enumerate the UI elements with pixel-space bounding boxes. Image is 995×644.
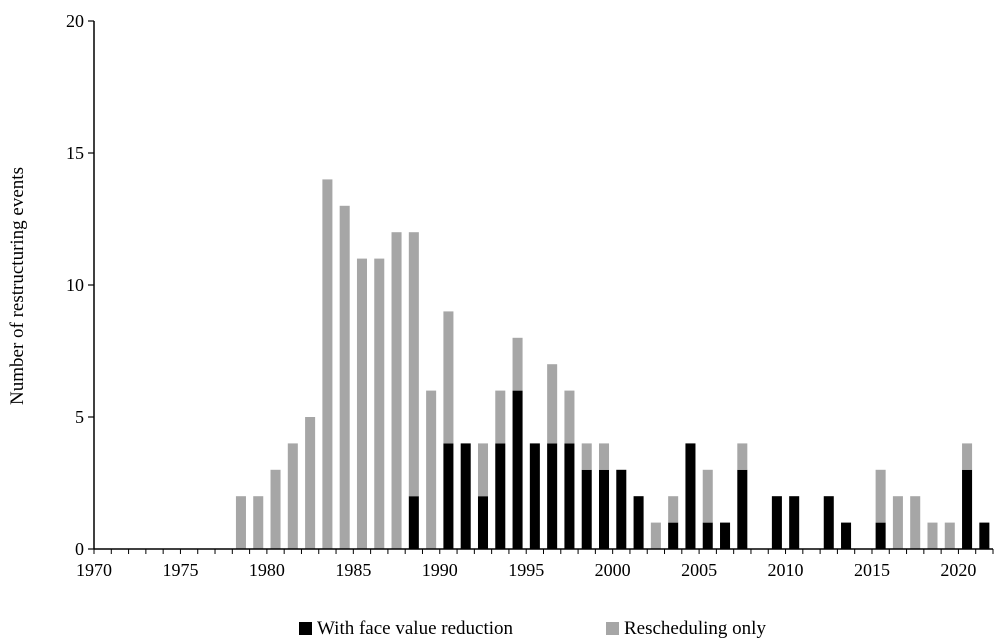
bar-2015-rescheduling-only: [875, 469, 886, 523]
bar-2003-rescheduling-only: [668, 496, 679, 523]
y-tick-label-10: 10: [66, 275, 84, 295]
bar-1994-rescheduling-only: [512, 337, 523, 391]
bar-1995-face-value-reduction: [529, 443, 540, 549]
bar-1993-face-value-reduction: [495, 443, 506, 549]
bar-2020-face-value-reduction: [962, 469, 973, 549]
bar-1988-face-value-reduction: [408, 496, 419, 549]
bar-2007-face-value-reduction: [737, 469, 748, 549]
bar-2020-rescheduling-only: [962, 443, 973, 470]
bar-1989-rescheduling-only: [426, 390, 437, 549]
legend: With face value reduction Rescheduling o…: [299, 618, 766, 639]
bar-1991-face-value-reduction: [460, 443, 471, 549]
y-tick-label-5: 5: [75, 407, 84, 427]
bar-1986-rescheduling-only: [374, 258, 385, 549]
bar-1999-face-value-reduction: [599, 469, 610, 549]
legend-swatch-face-value: [299, 622, 312, 635]
bar-1997-face-value-reduction: [564, 443, 575, 549]
bar-1993-rescheduling-only: [495, 390, 506, 444]
x-tick-label-2010: 2010: [768, 560, 804, 580]
bar-2010-face-value-reduction: [789, 496, 800, 549]
y-tick-label-0: 0: [75, 539, 84, 559]
bar-1998-face-value-reduction: [581, 469, 592, 549]
plot-area: 0 5 10 15 20 1970 1975 1980 1985 1990 1995 2000 2005…: [66, 11, 994, 580]
x-tick-label-1970: 1970: [76, 560, 112, 580]
bar-2021-face-value-reduction: [979, 522, 990, 549]
bar-2003-face-value-reduction: [668, 522, 679, 549]
bar-2001-face-value-reduction: [633, 496, 644, 549]
bar-2006-face-value-reduction: [720, 522, 731, 549]
bar-1985-rescheduling-only: [356, 258, 367, 549]
legend-label-rescheduling: Rescheduling only: [624, 618, 766, 639]
bar-2000-face-value-reduction: [616, 469, 627, 549]
x-tick-label-1975: 1975: [162, 560, 198, 580]
x-tick-label-1980: 1980: [249, 560, 285, 580]
y-tick-label-15: 15: [66, 143, 84, 163]
bar-1996-rescheduling-only: [547, 364, 558, 444]
x-tick-label-1985: 1985: [335, 560, 371, 580]
bar-1990-rescheduling-only: [443, 311, 454, 444]
bar-1983-rescheduling-only: [322, 179, 333, 549]
bar-1994-face-value-reduction: [512, 390, 523, 549]
bar-1979-rescheduling-only: [253, 496, 264, 549]
x-tick-label-1995: 1995: [508, 560, 544, 580]
bar-2013-face-value-reduction: [841, 522, 852, 549]
bar-2012-face-value-reduction: [823, 496, 834, 549]
bar-1984-rescheduling-only: [339, 205, 350, 550]
bar-1996-face-value-reduction: [547, 443, 558, 549]
x-tick-label-2000: 2000: [595, 560, 631, 580]
bar-1978-rescheduling-only: [235, 496, 246, 549]
y-tick-label-20: 20: [66, 11, 84, 31]
legend-label-face-value: With face value reduction: [317, 618, 514, 639]
bar-1997-rescheduling-only: [564, 390, 575, 444]
x-tick-label-1990: 1990: [422, 560, 458, 580]
bar-1992-rescheduling-only: [477, 443, 489, 497]
bar-1988-rescheduling-only: [408, 232, 419, 497]
bar-1982-rescheduling-only: [305, 417, 316, 549]
legend-swatch-rescheduling: [606, 622, 619, 635]
bar-2004-face-value-reduction: [685, 443, 696, 549]
bar-2005-face-value-reduction: [702, 522, 713, 549]
bar-2005-rescheduling-only: [702, 469, 713, 523]
bar-2015-face-value-reduction: [875, 522, 886, 549]
bar-2016-rescheduling-only: [892, 496, 903, 549]
bar-2002-rescheduling-only: [650, 522, 661, 549]
x-tick-label-2015: 2015: [854, 560, 890, 580]
x-tick-label-2005: 2005: [681, 560, 717, 580]
y-axis-title: Number of restructuring events: [7, 167, 28, 405]
bar-2017-rescheduling-only: [910, 496, 921, 549]
x-tick-label-2020: 2020: [940, 560, 976, 580]
bar-1990-face-value-reduction: [443, 443, 454, 549]
bar-1987-rescheduling-only: [391, 232, 402, 549]
bar-1992-face-value-reduction: [477, 496, 489, 549]
bar-1981-rescheduling-only: [287, 443, 298, 549]
bar-2019-rescheduling-only: [944, 522, 955, 549]
bar-2007-rescheduling-only: [737, 443, 748, 470]
bar-1998-rescheduling-only: [581, 443, 592, 470]
bar-2009-face-value-reduction: [771, 496, 782, 549]
bar-2018-rescheduling-only: [927, 522, 938, 549]
bar-1999-rescheduling-only: [599, 443, 610, 470]
bar-1980-rescheduling-only: [270, 469, 281, 549]
